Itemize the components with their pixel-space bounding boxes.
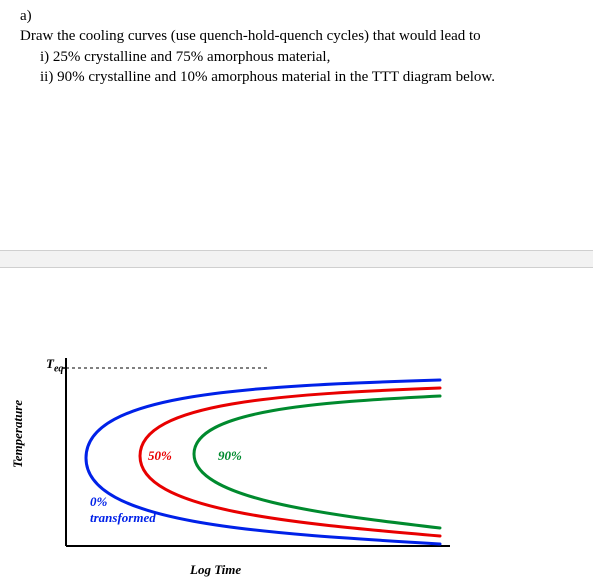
- question-sub-i: i) 25% crystalline and 75% amorphous mat…: [20, 49, 330, 65]
- curve-label-0pct: 0%transformed: [90, 494, 156, 526]
- question-body: Draw the cooling curves (use quench-hold…: [20, 26, 560, 87]
- divider-band: [0, 250, 593, 268]
- question-letter: a): [20, 6, 40, 26]
- teq-label: Teq: [46, 356, 63, 375]
- question-sub-ii: ii) 90% crystalline and 10% amorphous ma…: [20, 69, 495, 85]
- curve-label-90pct: 90%: [218, 448, 242, 464]
- question-block: a) Draw the cooling curves (use quench-h…: [0, 0, 593, 93]
- curve-label-0pct-line2: transformed: [90, 510, 156, 525]
- ttt-chart: Teq Temperature Log Time 0%transformed50…: [20, 358, 460, 576]
- x-axis-label: Log Time: [190, 562, 241, 578]
- teq-sub: eq: [54, 364, 63, 375]
- teq-text: T: [46, 356, 54, 371]
- question-prompt: Draw the cooling curves (use quench-hold…: [20, 28, 481, 44]
- curve-label-50pct: 50%: [148, 448, 172, 464]
- y-axis-label: Temperature: [10, 400, 26, 468]
